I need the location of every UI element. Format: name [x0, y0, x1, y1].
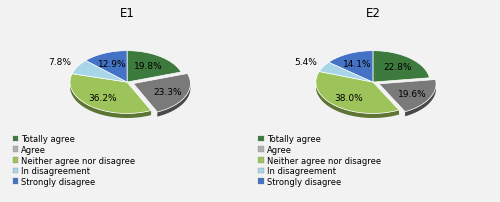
- Text: 23.3%: 23.3%: [153, 88, 182, 97]
- Polygon shape: [127, 52, 181, 83]
- Polygon shape: [134, 74, 190, 113]
- Text: 36.2%: 36.2%: [89, 94, 118, 103]
- Polygon shape: [328, 52, 373, 83]
- Text: 5.4%: 5.4%: [294, 57, 318, 66]
- Text: 38.0%: 38.0%: [334, 94, 363, 102]
- Polygon shape: [405, 85, 436, 117]
- Title: E2: E2: [366, 7, 380, 20]
- Polygon shape: [316, 72, 399, 114]
- Text: 14.1%: 14.1%: [342, 60, 372, 69]
- Polygon shape: [72, 61, 127, 83]
- Polygon shape: [319, 63, 373, 83]
- Polygon shape: [158, 85, 190, 117]
- Polygon shape: [316, 85, 399, 118]
- Text: 7.8%: 7.8%: [48, 57, 72, 66]
- Legend: Totally agree, Agree, Neither agree nor disagree, In disagreement, Strongly disa: Totally agree, Agree, Neither agree nor …: [12, 135, 135, 186]
- Polygon shape: [373, 52, 430, 83]
- Polygon shape: [70, 84, 151, 118]
- Polygon shape: [379, 80, 436, 112]
- Title: E1: E1: [120, 7, 134, 20]
- Text: 19.6%: 19.6%: [398, 89, 426, 98]
- Text: 12.9%: 12.9%: [98, 60, 127, 68]
- Polygon shape: [86, 52, 127, 83]
- Text: 19.8%: 19.8%: [134, 62, 163, 71]
- Text: 22.8%: 22.8%: [383, 63, 412, 72]
- Polygon shape: [70, 74, 151, 114]
- Legend: Totally agree, Agree, Neither agree nor disagree, In disagreement, Strongly disa: Totally agree, Agree, Neither agree nor …: [258, 135, 381, 186]
